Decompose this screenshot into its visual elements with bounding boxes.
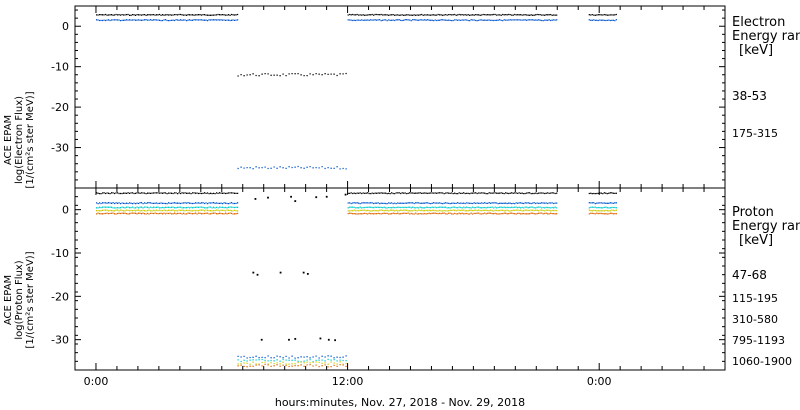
proton-data-marks — [96, 192, 617, 368]
proton-legend-entry-2: 115-195 — [732, 292, 778, 305]
electron-plot-frame — [74, 5, 726, 189]
electron-segment-1-2 — [347, 19, 558, 22]
electron-segment-0-2 — [347, 13, 558, 16]
proton-plot-frame — [74, 187, 726, 371]
proton-point — [334, 339, 336, 342]
electron-legend-title-1: Electron — [732, 15, 785, 30]
proton-point — [325, 195, 328, 198]
proton-point — [302, 271, 305, 274]
proton-segment-2-0 — [96, 206, 239, 209]
proton-legend: Proton Energy range [keV] 47-68 115-195 … — [732, 205, 800, 368]
proton-segment-1-0 — [96, 202, 239, 205]
proton-y-tick-label: 0 — [62, 204, 69, 217]
electron-y-tick-label: 0 — [62, 20, 69, 33]
electron-ylabel-line-1: ACE EPAM — [3, 115, 14, 165]
x-tick-label: 0:00 — [587, 375, 612, 388]
electron-ylabel: ACE EPAM log(Electron Flux) [1/(cm²s ste… — [3, 91, 36, 188]
proton-series-115-195 — [96, 202, 617, 359]
proton-point — [260, 338, 263, 341]
proton-point — [327, 338, 330, 341]
proton-legend-entry-1: 47-68 — [732, 268, 767, 282]
proton-segment-0-1 — [347, 192, 558, 195]
proton-point — [279, 271, 282, 274]
electron-legend: Electron Energy range [keV] 38-53 175-31… — [732, 15, 800, 140]
proton-y-tick-label: -10 — [51, 247, 69, 260]
electron-segment-1-1 — [237, 165, 347, 170]
proton-ylabel-line-3: [1/(cm²s ster MeV)] — [25, 251, 36, 348]
electron-y-tick-label: -20 — [51, 101, 69, 114]
proton-segment-4-2 — [347, 212, 558, 215]
electron-legend-title-3: [keV] — [739, 43, 773, 58]
electron-ylabel-line-3: [1/(cm²s ster MeV)] — [25, 91, 36, 188]
proton-segment-0-0 — [96, 192, 239, 195]
electron-segment-0-0 — [96, 13, 239, 16]
proton-point — [254, 198, 257, 200]
electron-y-axis: 0 -10 -20 -30 — [51, 9, 725, 189]
electron-segment-1-0 — [96, 19, 239, 22]
proton-y-tick-label: -20 — [51, 290, 69, 303]
electron-segment-0-1 — [237, 72, 347, 77]
proton-series-1060-1900 — [96, 212, 617, 368]
proton-series-310-580 — [96, 206, 617, 363]
proton-segment-3-3 — [588, 209, 617, 212]
proton-segment-3-0 — [96, 209, 239, 212]
electron-segment-1-3 — [588, 19, 617, 22]
x-axis-title: hours:minutes, Nov. 27, 2018 - Nov. 29, … — [275, 396, 525, 409]
proton-ylabel-line-1: ACE EPAM — [3, 275, 14, 325]
proton-panel: ACE EPAM log(Proton Flux) [1/(cm²s ster … — [3, 187, 800, 371]
proton-point — [315, 196, 318, 199]
proton-segment-4-0 — [96, 212, 239, 215]
electron-legend-title-2: Energy range — [732, 29, 800, 44]
proton-segment-3-1 — [237, 361, 347, 365]
proton-point — [290, 195, 292, 198]
proton-y-axis: 0 -10 -20 -30 — [51, 187, 725, 371]
proton-series-47-68 — [96, 192, 617, 342]
proton-point — [288, 338, 290, 341]
x-axis: 0:00 12:00 0:00 — [84, 6, 705, 388]
proton-segment-2-2 — [347, 206, 558, 209]
electron-series-175-315 — [96, 19, 617, 170]
electron-data-marks — [96, 13, 617, 170]
electron-y-tick-label: -10 — [51, 61, 69, 74]
proton-series-795-1193 — [96, 209, 617, 365]
proton-y-tick-label: -30 — [51, 334, 69, 347]
electron-legend-entry-2: 175-315 — [732, 127, 778, 140]
proton-ylabel-line-2: log(Proton Flux) — [14, 260, 25, 339]
proton-segment-1-2 — [347, 202, 558, 205]
proton-legend-entry-5: 1060-1900 — [732, 355, 792, 368]
proton-segment-2-3 — [588, 206, 617, 209]
proton-point — [319, 337, 322, 340]
proton-legend-entry-3: 310-580 — [732, 313, 778, 326]
proton-point — [294, 200, 297, 202]
x-tick-label: 12:00 — [332, 375, 364, 388]
electron-panel: ACE EPAM log(Electron Flux) [1/(cm²s ste… — [3, 5, 800, 189]
electron-segment-0-3 — [588, 13, 617, 16]
proton-legend-title-1: Proton — [732, 205, 774, 220]
electron-legend-entry-1: 38-53 — [732, 89, 767, 103]
proton-segment-2-1 — [237, 358, 347, 363]
proton-segment-1-1 — [237, 355, 347, 359]
proton-point — [306, 273, 309, 275]
x-tick-label: 0:00 — [84, 375, 109, 388]
proton-segment-1-3 — [588, 202, 617, 205]
proton-segment-4-1 — [237, 363, 347, 368]
proton-legend-title-3: [keV] — [739, 233, 773, 248]
proton-point — [267, 196, 269, 199]
proton-point — [344, 193, 347, 196]
proton-segment-0-2 — [588, 192, 617, 195]
proton-point — [256, 273, 259, 276]
electron-series-38-53 — [96, 13, 617, 77]
proton-legend-entry-4: 795-1193 — [732, 334, 785, 347]
proton-segment-4-3 — [588, 212, 617, 215]
proton-point — [252, 271, 255, 274]
electron-y-tick-label: -30 — [51, 142, 69, 155]
electron-ylabel-line-2: log(Electron Flux) — [14, 96, 25, 184]
proton-segment-3-2 — [347, 209, 558, 212]
proton-ylabel: ACE EPAM log(Proton Flux) [1/(cm²s ster … — [3, 251, 36, 348]
proton-legend-title-2: Energy range — [732, 219, 800, 234]
proton-point — [294, 338, 297, 340]
